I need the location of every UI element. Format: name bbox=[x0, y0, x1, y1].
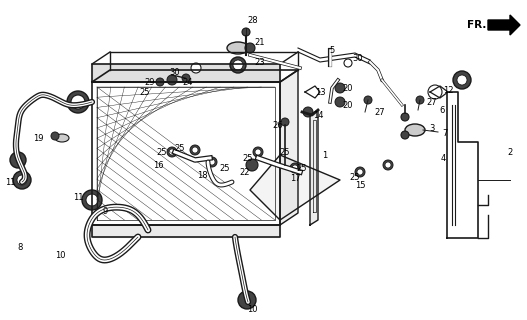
Circle shape bbox=[453, 71, 471, 89]
Circle shape bbox=[357, 169, 363, 175]
Text: 25: 25 bbox=[297, 164, 307, 172]
Circle shape bbox=[207, 157, 217, 167]
Text: 28: 28 bbox=[248, 15, 258, 25]
Text: 8: 8 bbox=[17, 244, 23, 252]
Circle shape bbox=[167, 147, 177, 157]
Polygon shape bbox=[488, 15, 520, 35]
Text: 10: 10 bbox=[247, 306, 257, 315]
Text: 19: 19 bbox=[33, 133, 43, 142]
Circle shape bbox=[292, 165, 298, 171]
Text: 25: 25 bbox=[220, 164, 230, 172]
Circle shape bbox=[428, 85, 442, 99]
Text: 18: 18 bbox=[197, 171, 207, 180]
Circle shape bbox=[17, 175, 27, 185]
Circle shape bbox=[383, 160, 393, 170]
Text: 14: 14 bbox=[313, 110, 323, 119]
Text: 27: 27 bbox=[375, 108, 385, 116]
Circle shape bbox=[416, 96, 424, 104]
Circle shape bbox=[182, 74, 190, 82]
Circle shape bbox=[335, 97, 345, 107]
Circle shape bbox=[230, 57, 246, 73]
Circle shape bbox=[457, 75, 467, 85]
Text: 12: 12 bbox=[443, 85, 453, 94]
Circle shape bbox=[238, 291, 256, 309]
Text: 25: 25 bbox=[175, 143, 186, 153]
Text: 2: 2 bbox=[508, 148, 513, 156]
Text: 15: 15 bbox=[355, 180, 365, 189]
Circle shape bbox=[401, 131, 409, 139]
Text: 20: 20 bbox=[343, 100, 353, 109]
Circle shape bbox=[191, 63, 201, 73]
Text: 5: 5 bbox=[329, 45, 335, 54]
Text: 21: 21 bbox=[255, 37, 265, 46]
Text: 29: 29 bbox=[145, 77, 155, 86]
Circle shape bbox=[192, 147, 198, 153]
Text: FR.: FR. bbox=[466, 20, 486, 30]
Circle shape bbox=[303, 107, 313, 117]
Text: 7: 7 bbox=[442, 129, 448, 138]
Text: 27: 27 bbox=[427, 98, 437, 107]
Text: 25: 25 bbox=[243, 154, 253, 163]
Polygon shape bbox=[92, 225, 280, 237]
Circle shape bbox=[71, 95, 85, 109]
Circle shape bbox=[169, 149, 175, 155]
Circle shape bbox=[242, 28, 250, 36]
Polygon shape bbox=[92, 64, 280, 82]
Circle shape bbox=[364, 96, 372, 104]
Text: 17: 17 bbox=[290, 173, 300, 182]
Text: 6: 6 bbox=[440, 106, 445, 115]
Polygon shape bbox=[250, 155, 340, 220]
Circle shape bbox=[156, 78, 164, 86]
Text: 23: 23 bbox=[255, 58, 265, 67]
Circle shape bbox=[245, 43, 255, 53]
Text: 30: 30 bbox=[170, 68, 180, 76]
Circle shape bbox=[13, 171, 31, 189]
Circle shape bbox=[86, 194, 98, 206]
Text: 26: 26 bbox=[272, 121, 284, 130]
Text: 22: 22 bbox=[240, 167, 250, 177]
Circle shape bbox=[51, 132, 59, 140]
Circle shape bbox=[246, 159, 258, 171]
Text: 13: 13 bbox=[315, 87, 325, 97]
Circle shape bbox=[67, 91, 89, 113]
Circle shape bbox=[10, 152, 26, 168]
Text: 24: 24 bbox=[183, 77, 193, 86]
Ellipse shape bbox=[405, 124, 425, 136]
Text: 20: 20 bbox=[343, 84, 353, 92]
Polygon shape bbox=[280, 70, 298, 225]
Text: 9: 9 bbox=[102, 207, 108, 217]
Circle shape bbox=[355, 167, 365, 177]
Text: 25: 25 bbox=[140, 87, 150, 97]
Text: 25: 25 bbox=[157, 148, 167, 156]
Circle shape bbox=[82, 190, 102, 210]
Text: 11: 11 bbox=[5, 178, 15, 187]
Text: 10: 10 bbox=[55, 252, 65, 260]
Text: 4: 4 bbox=[441, 154, 446, 163]
Circle shape bbox=[335, 83, 345, 93]
Circle shape bbox=[233, 60, 243, 70]
Ellipse shape bbox=[55, 134, 69, 142]
Polygon shape bbox=[310, 110, 318, 225]
Ellipse shape bbox=[227, 42, 249, 54]
Text: 1: 1 bbox=[323, 150, 328, 159]
Circle shape bbox=[290, 163, 300, 173]
Circle shape bbox=[344, 59, 352, 67]
Circle shape bbox=[190, 145, 200, 155]
Text: 25: 25 bbox=[350, 172, 360, 181]
Circle shape bbox=[385, 162, 391, 168]
Circle shape bbox=[255, 149, 261, 155]
Text: 11: 11 bbox=[73, 194, 83, 203]
Text: 3: 3 bbox=[430, 124, 435, 132]
Circle shape bbox=[253, 147, 263, 157]
Text: 16: 16 bbox=[153, 161, 163, 170]
Circle shape bbox=[167, 75, 177, 85]
Circle shape bbox=[281, 118, 289, 126]
Circle shape bbox=[401, 113, 409, 121]
Text: 30: 30 bbox=[353, 53, 363, 62]
Text: 25: 25 bbox=[280, 148, 290, 156]
Circle shape bbox=[209, 159, 215, 165]
